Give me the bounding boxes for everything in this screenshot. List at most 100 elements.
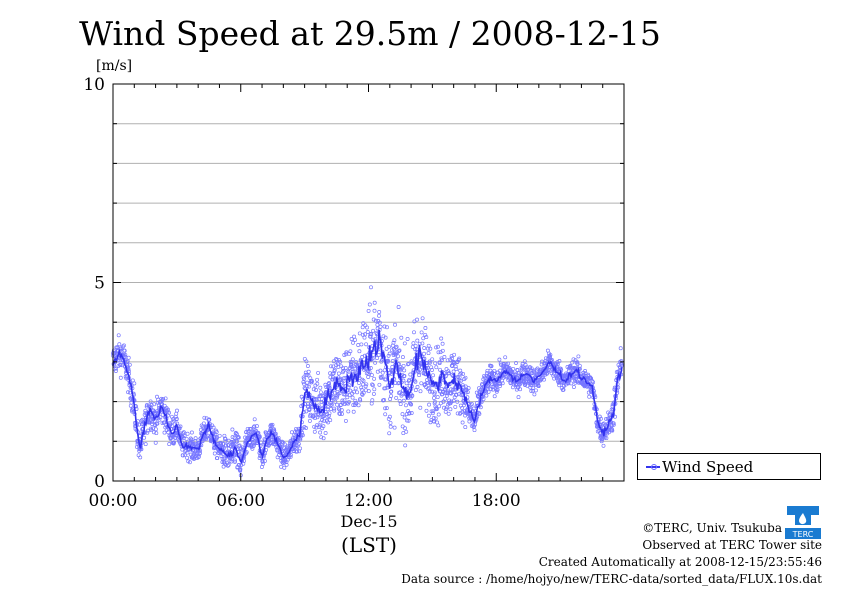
scatter-point [410, 393, 415, 398]
scatter-point [494, 389, 499, 394]
scatter-point [144, 403, 149, 408]
scatter-point [361, 378, 366, 383]
scatter-point [333, 399, 338, 404]
scatter-point [434, 407, 439, 411]
scatter-point [167, 410, 171, 415]
scatter-point [516, 395, 521, 400]
scatter-point [352, 334, 357, 339]
scatter-point [419, 330, 424, 335]
scatter-point [437, 404, 442, 409]
scatter-point [113, 369, 118, 373]
scatter-point [337, 391, 342, 396]
scatter-point [399, 335, 404, 340]
scatter-point [345, 368, 350, 373]
scatter-point [348, 388, 353, 393]
scatter-point [138, 455, 143, 460]
scatter-point [424, 408, 429, 413]
scatter-point [431, 409, 436, 414]
scatter-point [322, 418, 327, 423]
scatter-point [334, 395, 339, 400]
scatter-point [451, 398, 456, 403]
scatter-point [586, 390, 591, 395]
y-tick-label: 5 [94, 274, 105, 294]
scatter-point [609, 407, 614, 412]
scatter-point [370, 382, 375, 387]
scatter-point [559, 380, 564, 385]
scatter-point [439, 386, 444, 391]
scatter-point [393, 345, 398, 350]
scatter-point [400, 412, 405, 417]
scatter-point [345, 395, 350, 400]
scatter-point [403, 443, 408, 448]
scatter-point [215, 435, 220, 440]
scatter-point [224, 443, 229, 448]
scatter-point [619, 362, 624, 367]
scatter-point [146, 428, 150, 433]
scatter-point [122, 348, 127, 353]
scatter-point [449, 387, 454, 392]
scatter-point [244, 450, 249, 455]
scatter-point [236, 435, 241, 440]
scatter-point [453, 364, 458, 369]
scatter-point [315, 377, 320, 382]
scatter-point [162, 420, 167, 425]
scatter-point [375, 322, 380, 327]
scatter-point [380, 370, 385, 375]
scatter-point [314, 388, 318, 392]
scatter-point [335, 393, 340, 398]
scatter-point [461, 385, 466, 390]
scatter-point [406, 361, 411, 366]
scatter-point [528, 366, 533, 371]
scatter-point [384, 346, 389, 351]
scatter-point [408, 372, 413, 377]
scatter-point [523, 367, 528, 372]
scatter-point [433, 416, 438, 421]
scatter-point [618, 346, 623, 351]
scatter-point [471, 406, 476, 411]
x-axis: 00:00 06:00 12:00 18:00 [89, 84, 625, 511]
scatter-point [304, 409, 309, 414]
scatter-point [284, 462, 289, 467]
scatter-point [117, 342, 122, 347]
scatter-point [387, 414, 392, 419]
scatter-point [401, 363, 406, 368]
scatter-point [591, 380, 596, 385]
scatter-point [313, 416, 317, 421]
scatter-point [175, 408, 179, 413]
scatter-point [437, 361, 442, 366]
scatter-point [148, 399, 153, 404]
scatter-point [407, 411, 412, 415]
scatter-point [427, 360, 432, 365]
mean-line [112, 329, 623, 465]
scatter-point [412, 330, 416, 335]
scatter-point [315, 381, 320, 386]
scatter-point [401, 378, 406, 383]
scatter-point [478, 405, 483, 410]
scatter-point [366, 389, 371, 394]
scatter-point [249, 426, 253, 431]
scatter-point [375, 356, 379, 361]
scatter-point [434, 365, 439, 370]
scatter-point [383, 412, 388, 417]
scatter-point [569, 381, 574, 386]
scatter-point [143, 408, 148, 413]
scatter-point [363, 332, 368, 337]
scatter-point [312, 429, 317, 434]
scatter-point [162, 430, 167, 435]
y-tick-label: 10 [83, 75, 105, 95]
scatter-point [604, 436, 609, 441]
scatter-point [346, 409, 351, 414]
scatter-point [363, 384, 368, 389]
scatter-point [189, 430, 194, 435]
scatter-point [492, 368, 497, 373]
scatter-point [447, 371, 452, 376]
scatter-point [436, 423, 441, 428]
scatter-point [252, 424, 257, 429]
scatter-point [382, 324, 387, 329]
scatter-point [426, 413, 431, 418]
scatter-point [428, 389, 433, 394]
scatter-point [371, 328, 376, 333]
footer-copyright: ©TERC, Univ. Tsukuba [642, 521, 782, 535]
scatter-point [543, 356, 548, 361]
scatter-point [277, 439, 282, 444]
